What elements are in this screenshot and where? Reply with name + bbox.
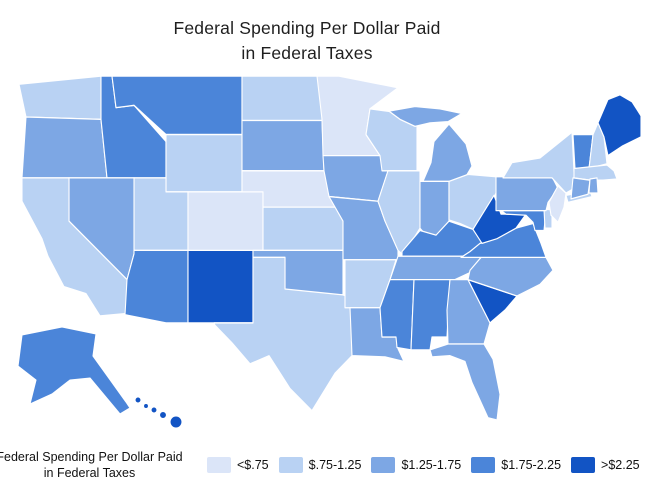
legend-item-2: $1.25-1.75 — [371, 456, 462, 473]
state-co — [187, 191, 264, 252]
legend: Federal Spending Per Dollar Paid in Fede… — [0, 449, 640, 482]
state-pa — [495, 176, 559, 212]
state-hi-island — [150, 406, 158, 414]
legend-bin-label: $.75-1.25 — [308, 457, 362, 472]
legend-swatch — [471, 456, 496, 473]
state-tx — [213, 256, 353, 412]
legend-bin-label: $1.75-2.25 — [501, 457, 562, 472]
state-fl — [429, 343, 501, 421]
legend-item-3: $1.75-2.25 — [471, 456, 562, 473]
state-wv — [472, 194, 527, 245]
legend-title: Federal Spending Per Dollar Paid in Fede… — [0, 449, 197, 482]
state-hi-island — [134, 396, 142, 404]
state-sd — [241, 119, 325, 172]
legend-bin-label: $1.25-1.75 — [401, 457, 462, 472]
state-hi-island — [169, 415, 183, 429]
state-hi-island — [158, 410, 168, 420]
us-choropleth-map — [17, 75, 642, 429]
legend-swatch — [571, 456, 596, 473]
state-mi-lower — [422, 123, 473, 183]
state-ct — [570, 177, 591, 200]
state-nd — [241, 75, 323, 122]
state-nc — [467, 255, 554, 297]
map-title-line2: in Federal Taxes — [241, 43, 373, 64]
state-me — [597, 94, 642, 157]
state-ak — [17, 326, 131, 415]
state-nm — [187, 249, 254, 324]
state-ks — [262, 206, 344, 252]
legend-item-0: <$.75 — [207, 456, 269, 473]
state-wy — [165, 133, 243, 193]
conus-states — [18, 75, 642, 421]
legend-item-4: >$2.25 — [571, 456, 640, 473]
state-hi-island — [142, 402, 150, 410]
legend-item-1: $.75-1.25 — [278, 456, 362, 473]
legend-swatch — [371, 456, 396, 473]
legend-swatch — [278, 456, 303, 473]
map-title-line1: Federal Spending Per Dollar Paid — [173, 18, 441, 38]
state-ri — [588, 177, 599, 194]
legend-bin-label: <$.75 — [237, 457, 269, 472]
state-or — [21, 116, 108, 179]
legend-items: <$.75 $.75-1.25 $1.25-1.75 $1.75-2.25 >$2.25 — [207, 456, 640, 473]
state-ia — [322, 154, 389, 202]
legend-swatch — [207, 456, 231, 473]
legend-bin-label: >$2.25 — [601, 457, 640, 472]
state-mi-upper — [388, 105, 463, 128]
state-az — [124, 249, 189, 324]
state-nj — [548, 185, 567, 223]
state-de — [543, 208, 553, 229]
inset-states — [17, 326, 183, 429]
map-title: Federal Spending Per Dollar Paid in Fede… — [0, 16, 614, 67]
legend-title-line2: in Federal Taxes — [43, 465, 136, 480]
state-wa — [18, 75, 102, 120]
state-ca — [21, 177, 128, 317]
state-al — [410, 278, 451, 351]
legend-title-line1: Federal Spending Per Dollar Paid — [0, 449, 183, 464]
